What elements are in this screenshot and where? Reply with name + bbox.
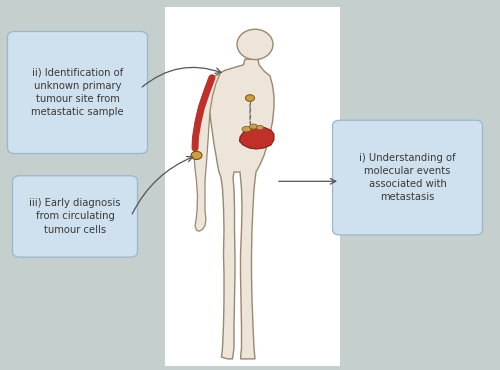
FancyBboxPatch shape: [8, 31, 147, 154]
Ellipse shape: [242, 126, 251, 132]
Text: i) Understanding of
molecular events
associated with
metastasis: i) Understanding of molecular events ass…: [359, 153, 456, 202]
Polygon shape: [240, 127, 274, 149]
FancyBboxPatch shape: [12, 176, 138, 257]
FancyBboxPatch shape: [165, 7, 340, 366]
Ellipse shape: [246, 95, 254, 101]
FancyBboxPatch shape: [332, 120, 482, 235]
Ellipse shape: [191, 151, 202, 159]
Text: iii) Early diagnosis
from circulating
tumour cells: iii) Early diagnosis from circulating tu…: [29, 198, 121, 235]
Ellipse shape: [237, 29, 273, 60]
Ellipse shape: [256, 125, 264, 130]
Text: ii) Identification of
unknown primary
tumour site from
metastatic sample: ii) Identification of unknown primary tu…: [31, 68, 124, 117]
Polygon shape: [194, 74, 220, 231]
Polygon shape: [208, 59, 274, 359]
Ellipse shape: [250, 124, 258, 129]
